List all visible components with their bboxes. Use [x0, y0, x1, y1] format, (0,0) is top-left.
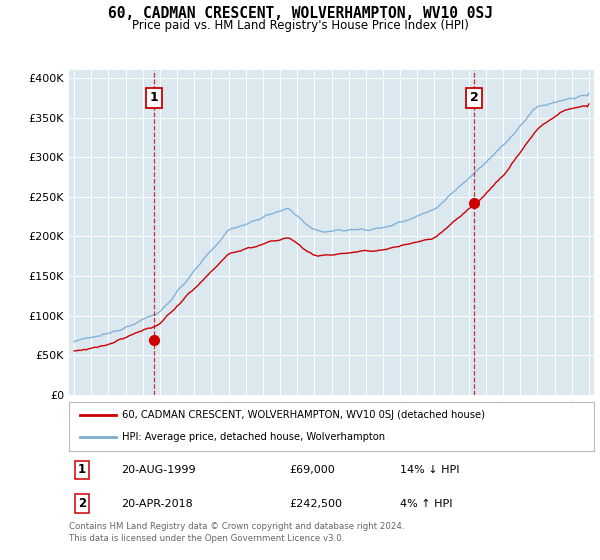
- Text: 4% ↑ HPI: 4% ↑ HPI: [400, 498, 452, 508]
- Text: 20-APR-2018: 20-APR-2018: [121, 498, 193, 508]
- Text: 14% ↓ HPI: 14% ↓ HPI: [400, 465, 459, 475]
- Text: 60, CADMAN CRESCENT, WOLVERHAMPTON, WV10 0SJ: 60, CADMAN CRESCENT, WOLVERHAMPTON, WV10…: [107, 6, 493, 21]
- Text: Contains HM Land Registry data © Crown copyright and database right 2024.
This d: Contains HM Land Registry data © Crown c…: [69, 522, 404, 543]
- Text: Price paid vs. HM Land Registry's House Price Index (HPI): Price paid vs. HM Land Registry's House …: [131, 19, 469, 32]
- Text: £69,000: £69,000: [290, 465, 335, 475]
- Text: 60, CADMAN CRESCENT, WOLVERHAMPTON, WV10 0SJ (detached house): 60, CADMAN CRESCENT, WOLVERHAMPTON, WV10…: [121, 410, 485, 420]
- Text: 1: 1: [149, 91, 158, 104]
- Text: 2: 2: [470, 91, 478, 104]
- Text: £242,500: £242,500: [290, 498, 343, 508]
- Text: 20-AUG-1999: 20-AUG-1999: [121, 465, 196, 475]
- Text: 1: 1: [78, 463, 86, 476]
- Text: HPI: Average price, detached house, Wolverhampton: HPI: Average price, detached house, Wolv…: [121, 432, 385, 442]
- Text: 2: 2: [78, 497, 86, 510]
